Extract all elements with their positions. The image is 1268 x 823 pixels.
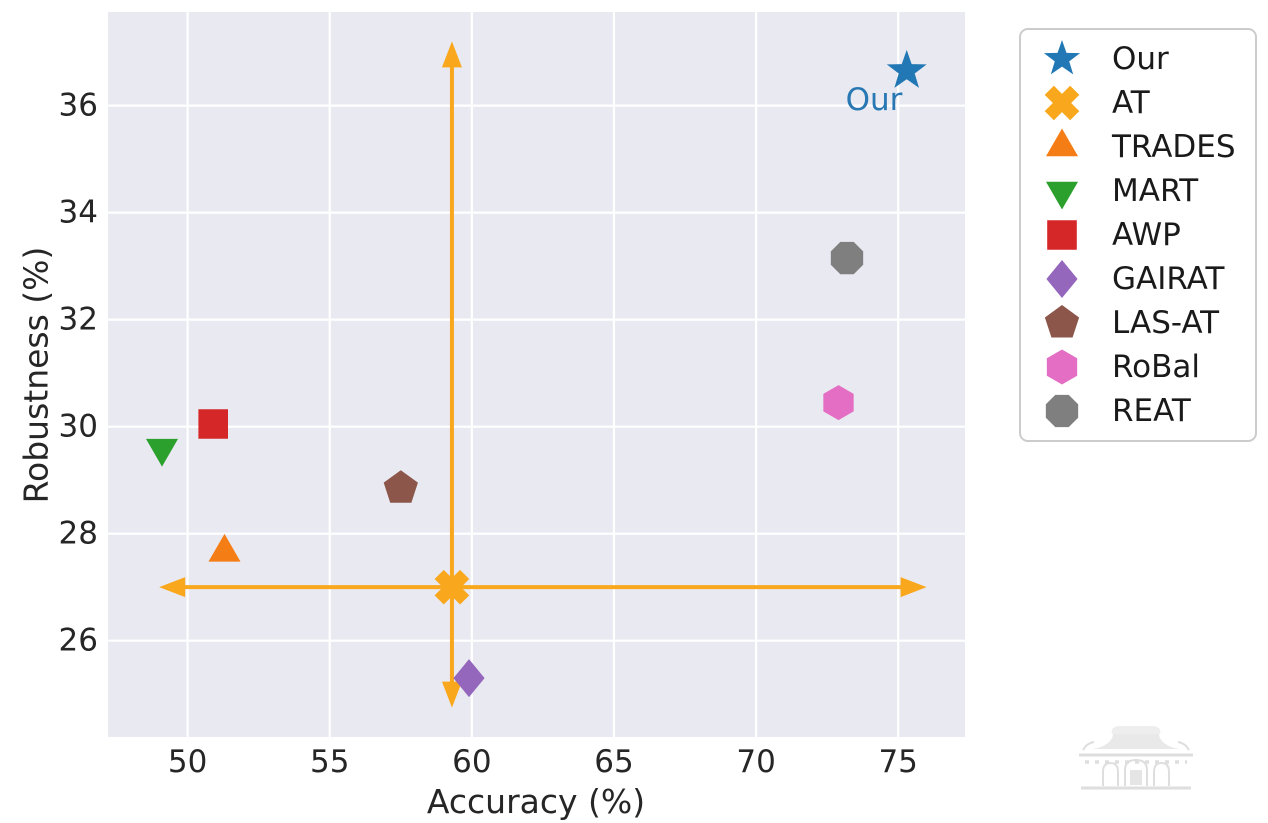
x-tick-label: 60 [452,744,492,780]
legend-item-label: AWP [1112,217,1181,253]
x-tick-label: 50 [167,744,208,780]
robal-marker-icon [823,385,854,421]
x-tick-label: 70 [736,744,776,780]
plot-area [108,12,965,737]
arrowhead-down-icon [441,681,462,708]
legend-item-label: TRADES [1112,129,1236,165]
legend-item-label: AT [1112,85,1150,121]
x-axis-label: Accuracy (%) [426,782,646,821]
y-tick-label: 32 [58,301,98,338]
las-at-marker-icon [383,470,418,503]
legend-item-mart: MART [1030,169,1249,213]
y-tick-label: 30 [58,408,98,445]
x-tick-label: 55 [309,744,350,780]
legend-item-trades: TRADES [1030,125,1249,169]
y-tick-label: 28 [58,515,98,552]
gairat-marker-icon [1046,260,1078,298]
y-tick-label: 34 [58,194,98,231]
legend-item-label: GAIRAT [1112,261,1225,297]
legend-item-awp: AWP [1030,213,1249,257]
mart-marker-icon [145,438,179,467]
our-marker-icon [886,49,927,88]
legend-item-gairat: GAIRAT [1030,257,1249,301]
legend-item-label: MART [1112,173,1199,209]
reat-marker-icon [1045,394,1079,428]
arrowhead-up-icon [441,41,462,68]
our-marker-icon [1043,40,1081,75]
mart-marker-icon [1045,181,1079,210]
legend-item-label: Our [1112,41,1169,77]
x-tick-label: 75 [878,744,918,780]
watermark-temple-icon [1079,726,1193,790]
legend-item-label: LAS-AT [1112,305,1220,341]
our-annotation: Our [845,82,903,119]
arrowhead-right-icon [900,577,927,598]
legend-item-our: Our [1030,37,1249,81]
legend-item-las-at: LAS-AT [1030,301,1249,345]
gairat-marker-icon [453,659,485,698]
robal-marker-icon [1046,349,1078,385]
plot-background [108,12,965,737]
trades-marker-icon [208,533,241,562]
at-marker-icon [434,569,470,605]
legend: Our AT TRADES MART AWP GAIRAT LAS-AT RoBal REAT [1019,28,1257,442]
legend-item-label: REAT [1112,393,1191,429]
legend-item-at: AT [1030,81,1249,125]
trades-marker-icon [1045,128,1079,157]
las-at-marker-icon [1044,305,1080,338]
y-tick-label: 36 [58,87,98,124]
arrowhead-left-icon [159,577,186,598]
legend-item-reat: REAT [1030,389,1249,433]
x-tick-label: 65 [594,744,634,780]
legend-item-label: RoBal [1112,349,1200,385]
y-tick-label: 26 [58,622,98,659]
awp-marker-icon [198,409,228,439]
at-marker-icon [1044,85,1080,121]
y-axis-label: Robustness (%) [16,246,56,504]
awp-marker-icon [1047,220,1077,250]
reat-marker-icon [830,241,864,275]
legend-item-robal: RoBal [1030,345,1249,389]
